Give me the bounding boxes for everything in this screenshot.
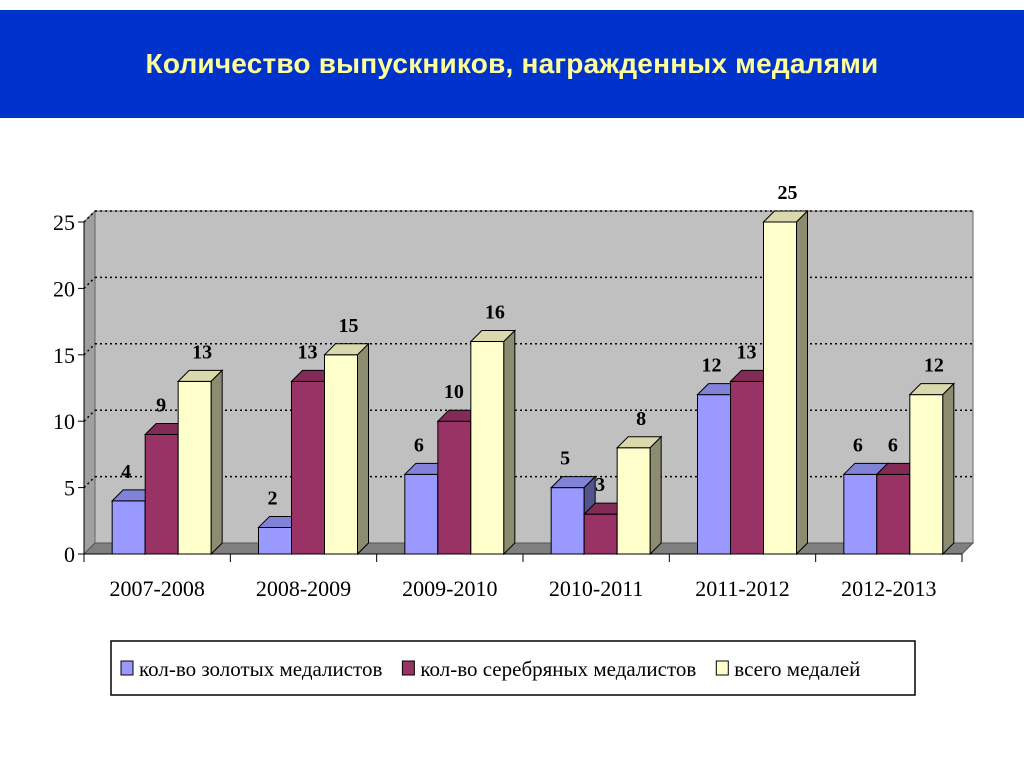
bar-front (616, 447, 651, 555)
y-tick-label: 25 (53, 210, 75, 235)
legend-swatch (715, 660, 729, 676)
bars (110, 209, 956, 556)
bar-front (583, 513, 618, 555)
title-bar: Количество выпускников, награжденных мед… (0, 10, 1024, 118)
data-label: 13 (298, 341, 318, 363)
plot-side-wall (83, 209, 96, 556)
x-tick-label: 2009-2010 (402, 576, 497, 601)
gridlines (83, 210, 973, 489)
bar-side (942, 382, 955, 556)
data-label: 15 (339, 315, 359, 337)
data-label: 4 (121, 461, 131, 483)
bar-front (291, 380, 325, 555)
bar-side (796, 209, 808, 556)
bar-front (404, 473, 439, 555)
bar (615, 435, 663, 556)
bar-front (111, 500, 146, 555)
bar (908, 382, 956, 556)
data-label: 9 (156, 394, 166, 416)
y-tick-label: 10 (53, 409, 75, 434)
bar-front (550, 487, 585, 555)
x-tick-label: 2012-2013 (841, 576, 936, 601)
bar-front (177, 380, 212, 555)
data-label: 3 (595, 474, 605, 496)
data-label: 12 (924, 355, 944, 377)
plot-back-wall (94, 210, 974, 544)
legend-label: кол-во золотых медалистов (139, 657, 382, 681)
x-tick-label: 2011-2012 (695, 576, 790, 601)
data-label: 5 (560, 448, 570, 470)
data-label: 6 (888, 434, 898, 456)
y-tick-label: 20 (53, 276, 75, 301)
data-label: 6 (414, 434, 424, 456)
x-tick-label: 2007-2008 (110, 576, 205, 601)
bar-front (437, 420, 472, 555)
slide-title: Количество выпускников, награжденных мед… (145, 48, 879, 79)
data-label: 13 (737, 341, 757, 363)
bar-front (470, 341, 505, 555)
y-tick-label: 0 (64, 542, 75, 567)
bar-side (503, 329, 516, 556)
x-tick-label: 2008-2009 (256, 576, 351, 601)
bar-front (258, 526, 292, 555)
x-tick-label: 2010-2011 (549, 576, 644, 601)
bar-front (324, 354, 358, 555)
data-label: 25 (778, 182, 798, 204)
bar (323, 342, 370, 556)
y-tick-label: 15 (53, 343, 75, 368)
legend-swatch (401, 660, 415, 676)
bar-front (730, 380, 764, 555)
data-label: 12 (702, 355, 722, 377)
legend-label: всего медалей (734, 657, 860, 681)
data-label: 13 (192, 341, 212, 363)
y-tick-label: 5 (64, 476, 75, 501)
legend: кол-во золотых медалистов кол-во серебрян… (110, 640, 916, 696)
bar-front (144, 433, 179, 555)
data-label: 16 (485, 302, 505, 324)
bar-side (649, 435, 662, 556)
bar (469, 329, 517, 556)
data-label: 8 (636, 408, 646, 430)
bar (176, 369, 224, 556)
bar-front (843, 473, 878, 555)
data-label: 10 (444, 381, 464, 403)
bar-side (357, 342, 369, 556)
data-label: 6 (853, 434, 863, 456)
bar-front (876, 473, 911, 555)
legend-label: кол-во серебряных медалистов (420, 657, 696, 681)
bar-front (697, 394, 731, 555)
bar (762, 209, 809, 556)
legend-box (110, 640, 916, 696)
data-label: 2 (268, 487, 278, 509)
legend-swatch (120, 660, 134, 676)
bar-front (763, 221, 797, 555)
data-labels: 4 9 13 2 13 15 6 10 16 5 3 8 12 13 25 6 6 12 (121, 182, 944, 509)
bar-front (909, 394, 944, 555)
bar-side (210, 369, 223, 556)
